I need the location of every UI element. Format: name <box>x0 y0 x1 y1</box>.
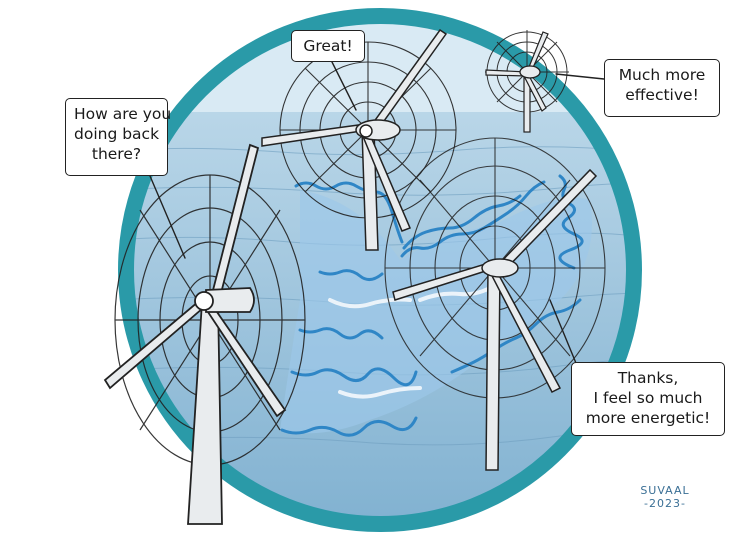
turbine-middle <box>261 28 457 251</box>
speech-bubble-back: How are you doing back there? <box>65 98 172 176</box>
speech-tails <box>149 57 605 369</box>
bubble-line: there? <box>91 145 142 163</box>
speech-bubble-far: Much more effective! <box>604 59 720 117</box>
bubble-line: Much more <box>618 66 706 84</box>
turbine-right <box>384 137 606 471</box>
turbine-far <box>485 30 569 133</box>
turbine-front <box>103 143 306 525</box>
bubble-line: effective! <box>625 86 699 104</box>
bubble-line: Thanks, <box>617 369 679 387</box>
signature-name: SUVAAL <box>640 484 690 497</box>
speech-bubble-right: Thanks, I feel so much more energetic! <box>571 362 725 436</box>
bubble-line: doing back <box>74 125 160 143</box>
bubble-line: I feel so much <box>593 389 703 407</box>
teal-ring <box>118 8 642 532</box>
bubble-line: How are you <box>74 105 172 123</box>
signature-year: -2023- <box>644 497 686 510</box>
artist-signature: SUVAAL -2023- <box>630 484 700 510</box>
speech-bubble-middle: Great! <box>291 30 365 62</box>
bubble-line: Great! <box>303 37 353 55</box>
bubble-line: more energetic! <box>585 409 711 427</box>
